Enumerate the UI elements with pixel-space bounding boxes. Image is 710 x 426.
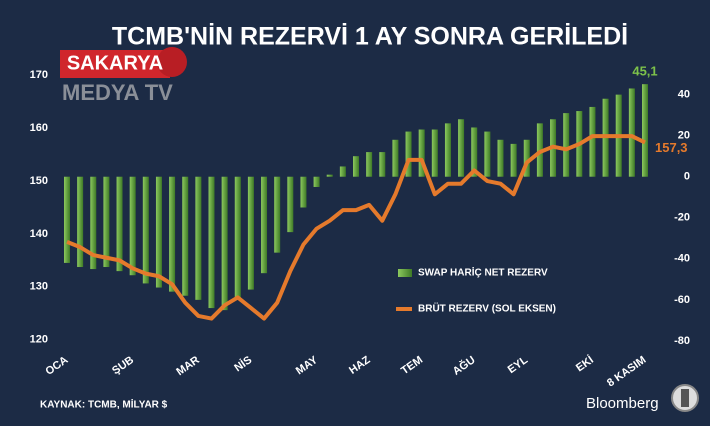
bar <box>379 152 386 177</box>
source: KAYNAK: TCMB, MİLYAR $ <box>40 398 168 411</box>
bar <box>261 176 268 274</box>
y-tick-label: 150 <box>30 175 48 187</box>
bar <box>628 88 635 177</box>
bar <box>300 176 307 208</box>
bar <box>182 176 189 296</box>
bar <box>458 119 465 177</box>
y-tick-label: 140 <box>30 228 48 240</box>
y-tick-label: 170 <box>30 69 48 81</box>
bar <box>471 127 478 177</box>
watermark: MEDYA TV <box>62 80 173 105</box>
bar <box>169 176 176 292</box>
bar <box>589 106 596 177</box>
bar <box>405 131 412 177</box>
y2-tick-label: -60 <box>674 294 690 306</box>
watermark: SAKARYA <box>67 52 163 74</box>
y2-tick-label: -40 <box>674 253 690 265</box>
y2-tick-label: 20 <box>678 130 690 142</box>
bar <box>208 176 215 309</box>
bar <box>103 176 110 268</box>
bar <box>326 174 333 177</box>
bar <box>510 143 517 177</box>
bar <box>142 176 149 284</box>
value-label: 157,3 <box>655 140 688 155</box>
bar <box>90 176 97 270</box>
y-tick-label: 130 <box>30 281 48 293</box>
bar <box>497 139 504 177</box>
logo-box <box>60 50 170 78</box>
bar <box>366 152 373 177</box>
bar <box>234 176 241 300</box>
logo-globe <box>157 47 187 77</box>
legend-label: BRÜT REZERV (SOL EKSEN) <box>418 302 556 315</box>
brand: Bloomberg <box>586 395 659 412</box>
bar <box>339 166 346 177</box>
bar <box>77 176 84 268</box>
chart-title: TCMB'NİN REZERVİ 1 AY SONRA GERİLEDİ <box>112 23 628 51</box>
bar <box>313 176 320 187</box>
bar <box>353 156 359 177</box>
bar <box>116 176 123 272</box>
y2-tick-label: 0 <box>684 171 690 183</box>
y-tick-label: 120 <box>30 334 48 346</box>
bar <box>523 139 530 177</box>
bar <box>392 139 399 177</box>
y2-tick-label: 40 <box>678 89 690 101</box>
bar <box>484 131 491 177</box>
bar <box>195 176 202 300</box>
y-tick-label: 160 <box>30 122 48 134</box>
bar <box>444 123 451 177</box>
bar <box>642 84 648 177</box>
brand-icon <box>681 389 689 407</box>
bar <box>418 129 425 177</box>
bar <box>247 176 254 290</box>
y2-tick-label: -20 <box>674 212 690 224</box>
line <box>66 134 646 321</box>
bar <box>155 176 162 288</box>
bar <box>64 176 70 263</box>
legend-swatch <box>398 269 412 277</box>
bar <box>221 176 228 311</box>
bar <box>563 113 570 177</box>
bar <box>287 176 294 233</box>
legend-label: SWAP HARİÇ NET REZERV <box>418 266 548 279</box>
bar <box>274 176 281 253</box>
value-label: 45,1 <box>632 64 657 79</box>
bar <box>431 129 438 177</box>
y2-tick-label: -80 <box>674 335 690 347</box>
bar <box>129 176 136 276</box>
